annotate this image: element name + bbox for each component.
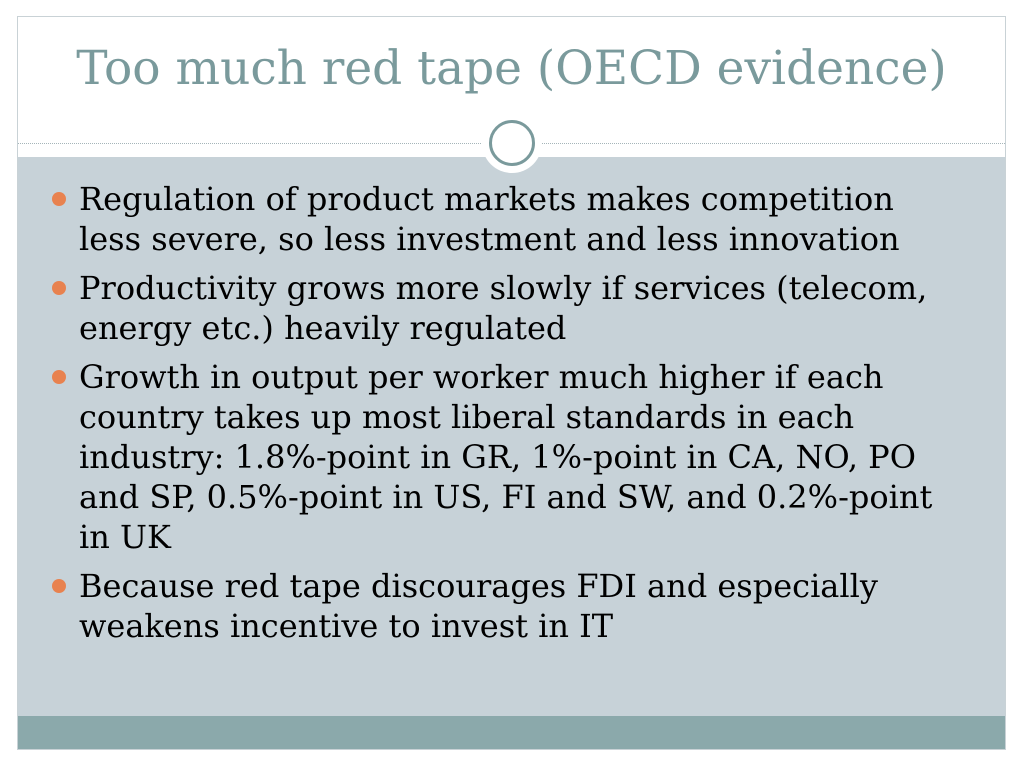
bullet-text: Growth in output per worker much higher … — [79, 358, 933, 556]
bullet-item: Growth in output per worker much higher … — [46, 357, 946, 557]
ring-inner — [488, 120, 535, 166]
bullet-dot-icon — [52, 281, 66, 295]
bullet-dot-icon — [52, 579, 66, 593]
bullet-dot-icon — [52, 370, 66, 384]
bullet-item: Because red tape discourages FDI and esp… — [46, 566, 946, 646]
bullet-item: Productivity grows more slowly if servic… — [46, 268, 946, 348]
bullet-text: Regulation of product markets makes comp… — [79, 180, 900, 258]
bullet-item: Regulation of product markets makes comp… — [46, 179, 946, 259]
ring-ornament-icon — [481, 113, 542, 173]
bullet-text: Because red tape discourages FDI and esp… — [79, 567, 878, 645]
bullet-list: Regulation of product markets makes comp… — [46, 179, 946, 655]
content-area — [18, 157, 1005, 716]
bullet-text: Productivity grows more slowly if servic… — [79, 269, 928, 347]
bullet-dot-icon — [52, 192, 66, 206]
slide-title: Too much red tape (OECD evidence) — [76, 41, 947, 96]
footer-band — [18, 716, 1005, 749]
slide: Too much red tape (OECD evidence) Regula… — [17, 16, 1006, 750]
